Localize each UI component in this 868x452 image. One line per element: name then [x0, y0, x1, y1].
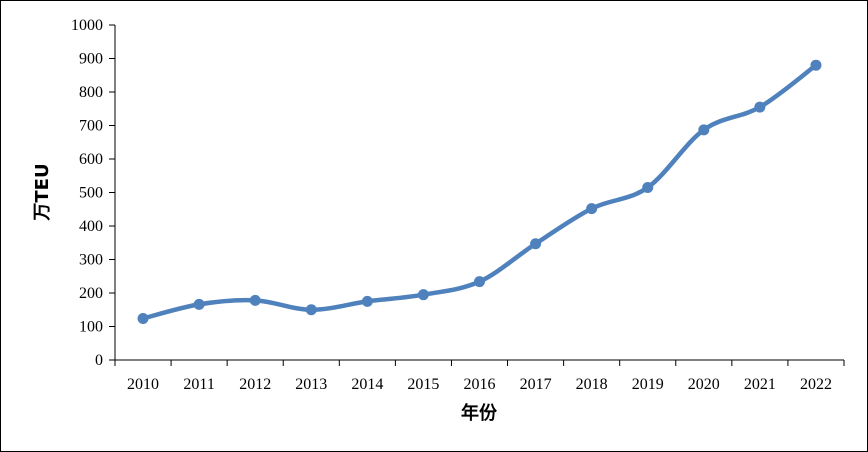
- y-tick-label: 500: [79, 185, 103, 202]
- y-tick-label: 600: [79, 151, 103, 168]
- data-point: [810, 59, 822, 71]
- y-tick-label: 400: [79, 218, 103, 235]
- data-point: [361, 295, 373, 307]
- y-tick-label: 100: [79, 319, 103, 336]
- y-tick-label: 1000: [71, 17, 103, 34]
- y-tick-label: 800: [79, 84, 103, 101]
- data-point: [249, 294, 261, 306]
- data-point: [474, 276, 485, 288]
- x-tick-label: 2021: [744, 376, 776, 393]
- x-tick-label: 2017: [520, 376, 552, 393]
- y-tick-label: 700: [79, 118, 103, 135]
- y-axis-title: 万TEU: [32, 163, 53, 221]
- x-tick-label: 2015: [407, 376, 439, 393]
- y-tick-label: 300: [79, 252, 103, 269]
- y-tick-label: 200: [79, 285, 103, 302]
- y-axis: 0 100 200 300 400 500 600 700 800 900 1000: [71, 17, 116, 369]
- x-tick-label: 2013: [295, 376, 327, 393]
- data-point: [417, 289, 429, 301]
- x-tick-label: 2019: [632, 376, 664, 393]
- x-tick-label: 2012: [239, 376, 271, 393]
- x-tick-label: 2010: [127, 376, 159, 393]
- x-axis-title: 年份: [461, 402, 498, 424]
- data-point: [193, 298, 205, 310]
- data-point: [642, 181, 654, 193]
- y-tick-label: 900: [79, 51, 103, 68]
- x-axis: 2010 2011 2012 2013 2014 2015 2016 2017 2018 2019…: [114, 359, 845, 393]
- series-layer: [137, 59, 822, 324]
- x-tick-label: 2016: [464, 376, 496, 393]
- data-point: [305, 304, 317, 316]
- x-tick-label: 2011: [183, 376, 214, 393]
- data-point: [137, 312, 149, 324]
- data-point: [754, 101, 766, 113]
- data-point: [698, 124, 710, 136]
- x-tick-label: 2022: [800, 376, 832, 393]
- y-tick-label: 0: [95, 352, 103, 369]
- data-point: [530, 238, 542, 250]
- data-point: [586, 203, 598, 215]
- x-tick-label: 2020: [688, 376, 720, 393]
- x-tick-label: 2014: [351, 376, 383, 393]
- x-tick-label: 2018: [576, 376, 608, 393]
